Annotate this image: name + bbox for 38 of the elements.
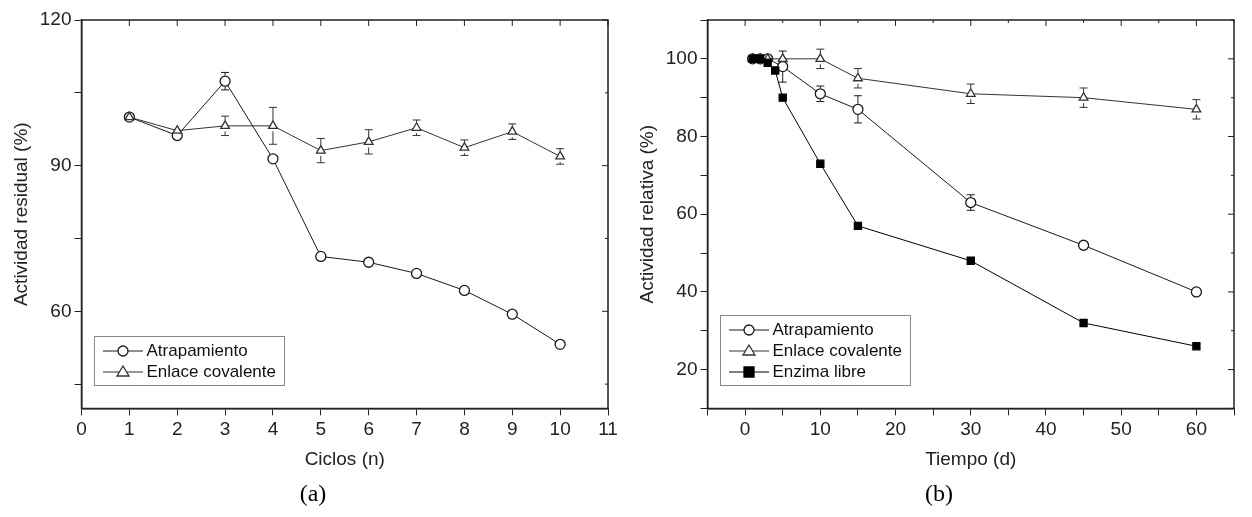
x-tick-label: 5 bbox=[315, 418, 327, 440]
x-tick-label: 10 bbox=[809, 418, 831, 440]
y-tick-label: 90 bbox=[50, 153, 72, 175]
x-tick-label: 30 bbox=[960, 418, 982, 440]
legend-label: Atrapamiento bbox=[146, 340, 248, 361]
y-tick-label: 20 bbox=[676, 357, 698, 379]
x-tick-label: 4 bbox=[267, 418, 279, 440]
x-axis-title: Tiempo (d) bbox=[925, 447, 1017, 469]
x-tick-label: 0 bbox=[76, 418, 87, 440]
y-tick-label: 40 bbox=[676, 280, 698, 302]
x-axis-title: Ciclos (n) bbox=[304, 447, 385, 469]
legend-label: Atrapamiento bbox=[772, 319, 874, 340]
x-tick-label: 8 bbox=[459, 418, 470, 440]
x-tick-label: 3 bbox=[219, 418, 231, 440]
text: (a) bbox=[298, 480, 328, 507]
x-tick-label: 9 bbox=[506, 418, 518, 440]
y-axis-title: Actividad residual (%) bbox=[9, 122, 31, 307]
x-tick-label: 11 bbox=[598, 418, 618, 440]
y-tick-label: 60 bbox=[50, 299, 72, 321]
y-tick-label: 100 bbox=[665, 47, 698, 69]
legend-label: Enlace covalente bbox=[772, 340, 902, 361]
y-tick-label: 120 bbox=[39, 8, 72, 30]
y-tick-label: 80 bbox=[676, 124, 698, 146]
legend-label: Enzima libre bbox=[772, 361, 867, 382]
x-tick-label: 7 bbox=[411, 418, 422, 440]
y-axis-title: Actividad relativa (%) bbox=[635, 124, 657, 304]
x-tick-label: 6 bbox=[363, 418, 374, 440]
legend-label: Enlace covalente bbox=[146, 361, 276, 382]
x-tick-label: 60 bbox=[1185, 418, 1207, 440]
x-tick-label: 10 bbox=[549, 418, 571, 440]
x-tick-label: 0 bbox=[739, 418, 751, 440]
y-tick-label: 60 bbox=[676, 202, 698, 224]
x-tick-label: 1 bbox=[124, 418, 135, 440]
text: (b) bbox=[924, 480, 954, 507]
x-tick-label: 40 bbox=[1035, 418, 1057, 440]
x-tick-label: 50 bbox=[1110, 418, 1132, 440]
x-tick-label: 2 bbox=[171, 418, 183, 440]
x-tick-label: 20 bbox=[884, 418, 907, 440]
